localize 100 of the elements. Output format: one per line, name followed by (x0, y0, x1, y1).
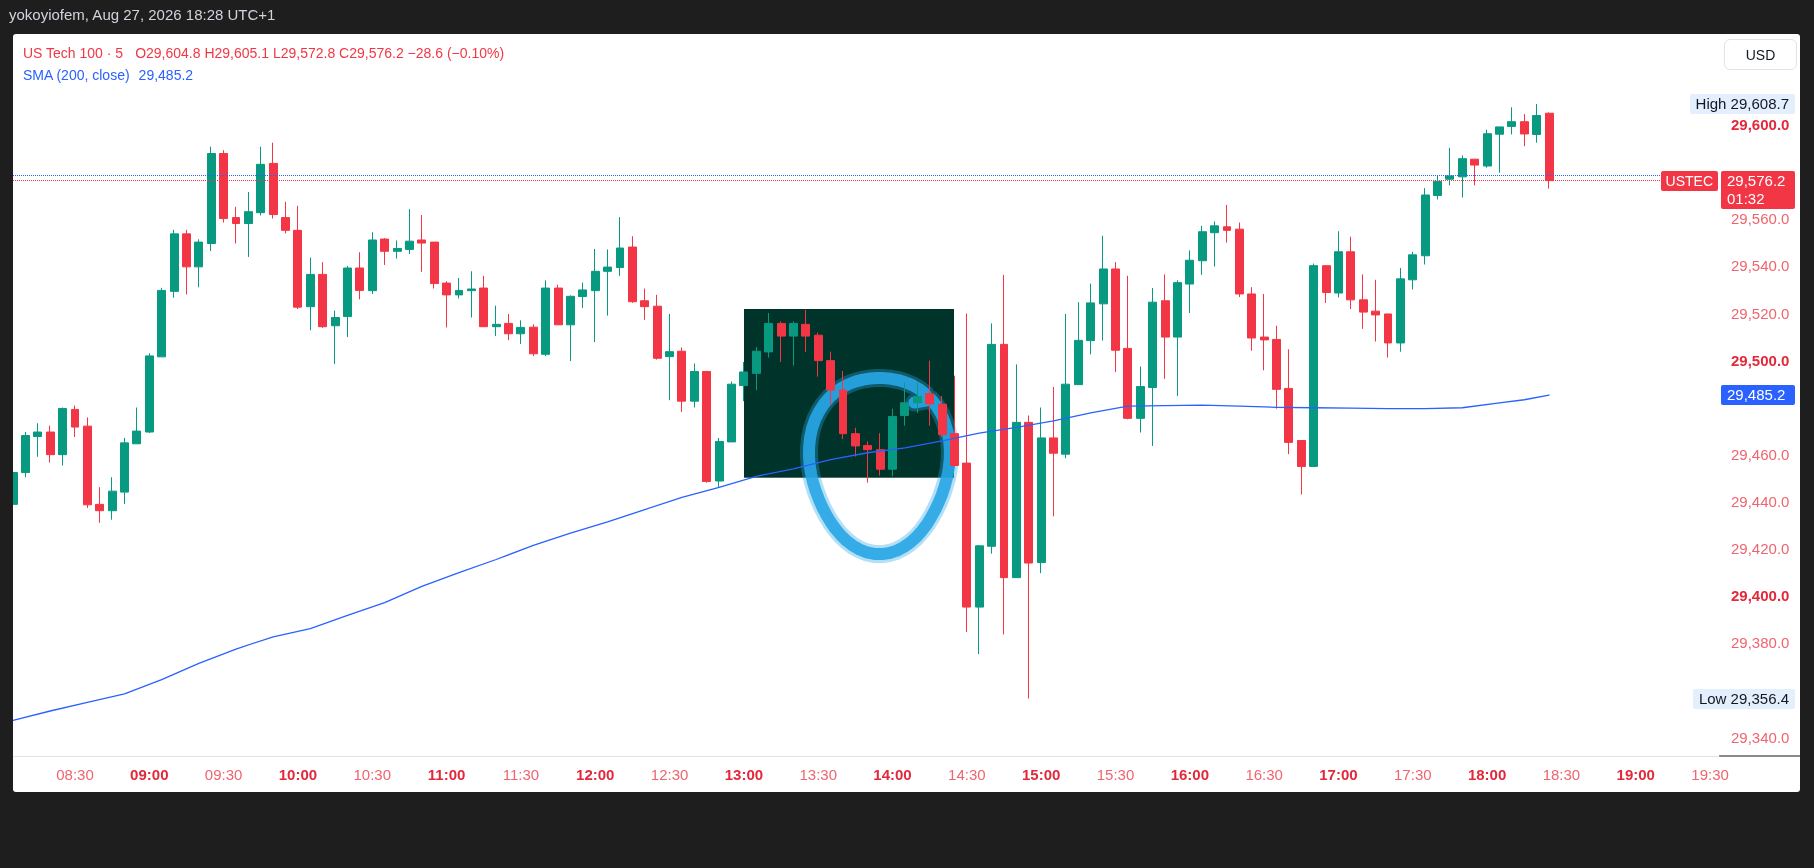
text: yokoyiofem, Aug 27, 2026 18:28 UTC+1 (9, 6, 276, 24)
candlestick (1297, 440, 1306, 495)
candlestick (777, 320, 786, 363)
candlestick (764, 312, 773, 359)
candlestick (591, 248, 600, 343)
candlestick (814, 332, 823, 378)
annotation: Low 29,356.4 (1692, 688, 1795, 709)
candlestick (1495, 126, 1504, 174)
candlestick (1284, 348, 1293, 455)
candlestick (529, 323, 538, 357)
candlestick (405, 208, 414, 255)
x-tick-label: 13:00 (724, 766, 764, 783)
candlestick (690, 362, 699, 409)
candlestick (355, 251, 364, 300)
candlestick (393, 239, 402, 260)
candlestick (21, 431, 30, 478)
candlestick (1483, 129, 1492, 169)
x-tick-label: 15:00 (1021, 766, 1061, 783)
text: US Tech 100 · 5 (23, 45, 124, 61)
candlestick (603, 248, 612, 317)
candlestick (281, 201, 290, 234)
candlestick (1458, 154, 1467, 199)
y-tick-label: 29,520.0 (1731, 304, 1790, 322)
y-tick-label: 29,400.0 (1731, 587, 1790, 605)
candlestick (1223, 204, 1231, 244)
candlestick (145, 352, 154, 434)
candlestick (430, 241, 439, 290)
y-tick-label: 29,540.0 (1731, 257, 1790, 275)
candlestick (1074, 301, 1083, 386)
annotation: 29,485.2 (138, 67, 194, 83)
candlestick (851, 427, 860, 458)
candlestick (925, 360, 934, 427)
x-tick-label: 19:00 (1616, 766, 1655, 783)
candlestick (1049, 386, 1058, 517)
candlestick (58, 407, 67, 466)
y-tick-label: 29,440.0 (1731, 493, 1790, 511)
candlestick (1247, 286, 1256, 352)
candlestick (1099, 235, 1108, 342)
candlestick (442, 280, 451, 328)
candlestick (492, 305, 501, 337)
candlestick (839, 370, 847, 440)
y-tick-label: 29,460.0 (1731, 445, 1790, 463)
candlestick (628, 235, 637, 304)
candlestick (1185, 249, 1194, 314)
candlestick (331, 310, 340, 365)
x-tick-label: 17:30 (1394, 766, 1432, 783)
candlestick (1272, 325, 1281, 410)
candlestick (1334, 230, 1343, 298)
candlestick (467, 270, 476, 319)
x-tick-label: 17:00 (1319, 766, 1358, 783)
candlestick (417, 214, 426, 273)
y-tick-label: 29,380.0 (1731, 634, 1790, 652)
x-tick-label: 10:30 (353, 766, 392, 783)
candlestick (182, 229, 191, 295)
candlestick (1061, 313, 1070, 459)
candlestick (1024, 415, 1033, 700)
y-tick-label: 29,500.0 (1731, 351, 1790, 369)
candlestick (1161, 273, 1170, 380)
candlestick (876, 432, 885, 477)
candlestick (380, 237, 389, 266)
x-tick-label: 14:00 (873, 766, 912, 783)
candlestick (1322, 265, 1331, 304)
candlestick (1309, 263, 1318, 467)
y-tick-label: 29,340.0 (1731, 728, 1790, 746)
candlestick (232, 206, 240, 245)
candlestick (1421, 187, 1430, 265)
candlestick (1198, 225, 1207, 276)
candlestick (1111, 261, 1120, 373)
x-tick-label: 10:00 (278, 766, 318, 783)
candlestick (1260, 293, 1269, 371)
candlestick (1532, 103, 1541, 144)
candlestick (293, 205, 302, 310)
candlestick (727, 381, 736, 443)
candlestick (566, 294, 575, 362)
candlestick (46, 425, 55, 464)
candlestick (702, 370, 711, 484)
annotation: High 29,608.7 (1689, 94, 1795, 115)
candlestick (170, 229, 179, 299)
candlestick (1433, 175, 1442, 200)
candlestick (801, 309, 810, 353)
candlestick (368, 231, 377, 295)
x-tick-label: 09:30 (204, 766, 243, 783)
line-series (13, 394, 1550, 722)
x-tick-label: 14:30 (948, 766, 986, 783)
candlestick (516, 319, 525, 345)
x-tick-label: 19:30 (1691, 766, 1729, 783)
candlestick (677, 346, 686, 413)
candlestick (343, 265, 352, 338)
candlestick (1210, 220, 1219, 268)
candlestick (256, 146, 265, 216)
candlestick (244, 191, 253, 258)
x-tick-label: 16:00 (1170, 766, 1210, 783)
candlestick (913, 382, 922, 414)
candlestick (541, 279, 550, 357)
candlestick (987, 322, 996, 555)
x-tick-label: 18:00 (1467, 766, 1507, 783)
candlestick (318, 261, 327, 329)
candlestick (1012, 363, 1021, 579)
x-tick-label: 11:30 (502, 766, 540, 783)
y-tick-label: 29,600.0 (1731, 116, 1790, 134)
